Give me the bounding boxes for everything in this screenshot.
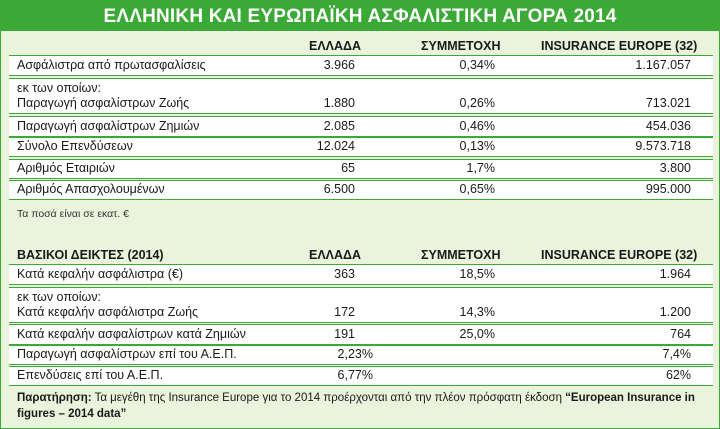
row-share: 18,5% <box>459 267 495 281</box>
row-greece: 65 <box>341 161 355 175</box>
t1-header-greece: ΕΛΛΑΔΑ <box>309 39 362 53</box>
t1-header-share: ΣΥΜΜΕΤΟΧΗ <box>421 39 501 53</box>
t2-header-europe: INSURANCE EUROPE (32) <box>541 248 698 262</box>
row-europe: 62% <box>665 368 691 382</box>
table-row: Κατά κεφαλήν ασφάλιστρα (€) 363 18,5% 1.… <box>9 264 713 285</box>
row-greece: 363 <box>334 267 355 281</box>
row-label: Παραγωγή ασφαλίστρων επί του Α.Ε.Π. <box>17 347 237 361</box>
table-row: Επενδύσεις επί του Α.Ε.Π. 6,77% 62% <box>9 366 713 386</box>
row-greece: 1.880 <box>323 96 355 110</box>
row-europe: 1.167.057 <box>635 58 691 72</box>
row-label: Παραγωγή ασφαλίστρων Ζωής <box>17 96 190 110</box>
row-greece: 2,23% <box>337 347 373 361</box>
table-row: εκ των οποίων: Παραγωγή ασφαλίστρων Ζωής… <box>9 78 713 114</box>
row-europe: 764 <box>670 327 691 341</box>
table-row: εκ των οποίων: Κατά κεφαλήν ασφάλιστρα Ζ… <box>9 287 713 323</box>
row-label: Κατά κεφαλήν ασφάλιστρα (€) <box>17 267 183 281</box>
row-label: Αριθμός Εταιριών <box>17 161 115 175</box>
table-row: Παραγωγή ασφαλίστρων Ζημιών 2.085 0,46% … <box>9 116 713 137</box>
row-label: Κατά κεφαλήν ασφαλίστρων κατά Ζημιών <box>17 327 246 341</box>
row-europe: 9.573.718 <box>635 139 691 153</box>
row-europe: 3.800 <box>659 161 691 175</box>
row-greece: 12.024 <box>316 139 355 153</box>
row-greece: 172 <box>334 305 355 319</box>
row-share: 14,3% <box>459 305 495 319</box>
row-share: 0,26% <box>459 96 495 110</box>
row-label-prefix: εκ των οποίων: <box>17 290 101 304</box>
row-share: 25,0% <box>459 327 495 341</box>
footnote-source: “European Insurance in figures – 2014 da… <box>17 392 695 420</box>
row-share: 1,7% <box>466 161 496 175</box>
row-europe: 1.964 <box>659 267 691 281</box>
row-share: 0,65% <box>459 182 495 196</box>
table-row: Παραγωγή ασφαλίστρων επί του Α.Ε.Π. 2,23… <box>9 345 713 365</box>
row-europe: 454.036 <box>645 119 691 133</box>
row-greece: 191 <box>334 327 355 341</box>
row-label: Κατά κεφαλήν ασφάλιστρα Ζωής <box>17 305 199 319</box>
table-row: Αριθμός Εταιριών 65 1,7% 3.800 <box>9 159 713 179</box>
t1-header-europe: INSURANCE EUROPE (32) <box>541 39 698 53</box>
t2-header-greece: ΕΛΛΑΔΑ <box>309 248 362 262</box>
row-greece: 6.500 <box>323 182 355 196</box>
row-label: Ασφάλιστρα από πρωτασφαλίσεις <box>17 58 206 72</box>
row-europe: 995.000 <box>645 182 691 196</box>
units-note: Τα ποσά είναι σε εκατ. € <box>17 208 130 220</box>
row-greece: 3.966 <box>323 58 355 72</box>
page-title: ΕΛΛΗΝΙΚΗ ΚΑΙ ΕΥΡΩΠΑΪΚΗ ΑΣΦΑΛΙΣΤΙΚΗ ΑΓΟΡΑ… <box>1 1 719 31</box>
row-europe: 7,4% <box>662 347 692 361</box>
row-share: 0,13% <box>459 139 495 153</box>
row-label: Παραγωγή ασφαλίστρων Ζημιών <box>17 119 200 133</box>
row-greece: 2.085 <box>323 119 355 133</box>
row-share: 0,34% <box>459 58 495 72</box>
row-label: Αριθμός Απασχολουμένων <box>17 182 165 196</box>
row-europe: 1.200 <box>659 305 691 319</box>
row-greece: 6,77% <box>337 368 373 382</box>
table-row: Κατά κεφαλήν ασφαλίστρων κατά Ζημιών 191… <box>9 324 713 345</box>
row-label: Επενδύσεις επί του Α.Ε.Π. <box>17 368 164 382</box>
table-row: Σύνολο Επενδύσεων 12.024 0,13% 9.573.718 <box>9 137 713 157</box>
t2-header-label: ΒΑΣΙΚΟΙ ΔΕΙΚΤΕΣ (2014) <box>17 248 164 262</box>
row-share: 0,46% <box>459 119 495 133</box>
row-label: Σύνολο Επενδύσεων <box>17 139 133 153</box>
footnote: Παρατήρηση: Τα μεγέθη της Insurance Euro… <box>17 390 707 422</box>
row-europe: 713.021 <box>645 96 691 110</box>
footnote-label: Παρατήρηση: <box>17 392 92 404</box>
table-row: Ασφάλιστρα από πρωτασφαλίσεις 3.966 0,34… <box>9 55 713 76</box>
row-label-prefix: εκ των οποίων: <box>17 81 101 95</box>
table-row: Αριθμός Απασχολουμένων 6.500 0,65% 995.0… <box>9 180 713 200</box>
t2-header-share: ΣΥΜΜΕΤΟΧΗ <box>421 248 501 262</box>
footnote-text: Τα μεγέθη της Insurance Europe για το 20… <box>91 392 566 404</box>
